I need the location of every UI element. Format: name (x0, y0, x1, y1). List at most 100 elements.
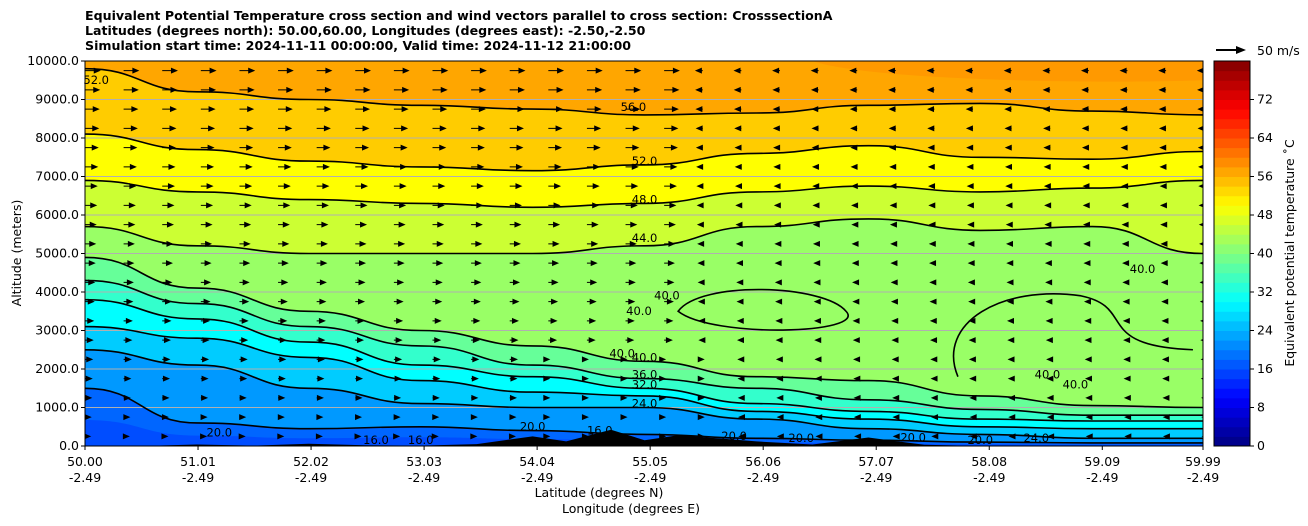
wind-vector-443 (966, 163, 974, 170)
wind-vector-head (926, 67, 934, 74)
wind-vector-306 (316, 240, 328, 247)
wind-vector-111 (891, 375, 899, 382)
wind-vector-454 (239, 144, 254, 151)
wind-vector-head (359, 240, 367, 247)
wind-vector-head (813, 260, 821, 267)
wind-vector-head (698, 317, 706, 324)
wind-vector-133 (581, 356, 589, 363)
wind-vector-321 (890, 240, 898, 247)
wind-vector-head (634, 67, 642, 74)
wind-vector-head (207, 163, 215, 170)
wind-vector-265 (1045, 279, 1053, 286)
wind-vector-head (659, 375, 667, 382)
wind-vector-465 (664, 144, 678, 151)
wind-vector-457 (355, 144, 370, 151)
wind-vector-280 (471, 260, 482, 267)
wind-vector-362 (162, 202, 175, 209)
wind-vector-86 (1085, 394, 1093, 401)
x-tick-label-lat-6: 56.06 (745, 454, 781, 469)
wind-vector-head (200, 414, 208, 421)
wind-vector-149 (1200, 358, 1203, 361)
wind-vector-head (320, 240, 328, 247)
wind-vector-head (672, 86, 680, 93)
wind-vector-head (670, 144, 678, 151)
wind-vector-head (1199, 280, 1203, 284)
wind-vector-136 (697, 356, 705, 363)
wind-vector-431 (509, 163, 523, 170)
wind-vector-500 (850, 125, 858, 132)
wind-vector-594 (1003, 67, 1012, 74)
wind-vector-head (440, 86, 448, 93)
wind-vector-head (669, 202, 677, 209)
wind-vector-373 (586, 202, 600, 209)
wind-vector-579 (432, 67, 449, 74)
contour-label-10: 24.0 (632, 397, 658, 411)
wind-vector-287 (735, 260, 743, 267)
wind-vector-492 (548, 125, 563, 132)
wind-vector-521 (509, 106, 525, 113)
contour-label-3: 44.0 (632, 231, 658, 245)
wind-vector-127 (355, 356, 364, 363)
wind-vector-335 (278, 221, 290, 228)
wind-vector-head (666, 298, 674, 305)
wind-vector-537 (1120, 106, 1128, 113)
wind-vector-326 (1083, 240, 1091, 247)
wind-vector-464 (625, 144, 640, 151)
wind-vector-475 (1043, 144, 1051, 151)
wind-vector-588 (772, 67, 780, 74)
wind-vector-397 (355, 183, 369, 190)
wind-vector-head (318, 337, 326, 344)
wind-vector-289 (813, 260, 821, 267)
wind-vector-316 (697, 240, 705, 247)
wind-vector-293 (967, 260, 975, 267)
wind-vector-228 (775, 298, 783, 305)
wind-vector-head (849, 67, 857, 74)
fill-band-20-0 (85, 388, 1203, 446)
wind-vector-head (509, 394, 517, 401)
wind-vector-394 (239, 183, 253, 190)
wind-vector-head (167, 183, 175, 190)
wind-vector-head (738, 433, 746, 440)
contour-label-9: 32.0 (632, 377, 658, 391)
colorbar-swatch-12 (1214, 320, 1250, 331)
wind-vector-head (775, 298, 783, 305)
wind-vector-438 (773, 163, 781, 170)
wind-vector-153 (200, 337, 210, 344)
wind-vector-469 (811, 144, 819, 151)
wind-vector-head (543, 375, 551, 382)
wind-vector-head (472, 337, 480, 344)
wind-vector-head (165, 260, 173, 267)
wind-vector-head (1160, 260, 1168, 267)
x-tick-label-lat-0: 50.00 (67, 454, 103, 469)
wind-vector-head (595, 67, 603, 74)
wind-vector-head (285, 125, 293, 132)
colorbar: 0 8 16 24 32 40 48 56 64 72 (1213, 60, 1273, 453)
wind-vector-406 (696, 183, 704, 190)
wind-vector-head (631, 183, 639, 190)
wind-vector-417 (1121, 183, 1129, 190)
wind-vector-head (659, 433, 667, 440)
contour-label-17: 20.0 (788, 431, 814, 445)
wind-vector-370 (471, 202, 484, 209)
wind-vector-527 (733, 106, 742, 113)
wind-vector-head (850, 183, 858, 190)
wind-vector-593 (965, 67, 974, 74)
wind-vector-538 (1158, 106, 1167, 113)
wind-vector-head (620, 414, 628, 421)
x-tick-label-lon-4: -2.49 (521, 470, 553, 485)
wind-vector-383 (966, 202, 974, 209)
wind-vector-55 (1046, 414, 1054, 421)
wind-vector-346 (696, 221, 704, 228)
wind-vector-head (890, 240, 898, 247)
wind-vector-head (670, 163, 678, 170)
wind-vector-head (246, 144, 254, 151)
wind-vector-98 (393, 375, 402, 382)
contour-label-22: 20.0 (206, 425, 232, 439)
wind-vector-head (87, 298, 95, 305)
wind-vector-head (667, 279, 675, 286)
wind-vector-head (1123, 394, 1131, 401)
wind-vector-497 (734, 125, 742, 132)
wind-vector-276 (316, 260, 328, 267)
y-tick-label-10: 10000.0 (27, 53, 79, 68)
colorbar-swatch-16 (1214, 282, 1250, 293)
